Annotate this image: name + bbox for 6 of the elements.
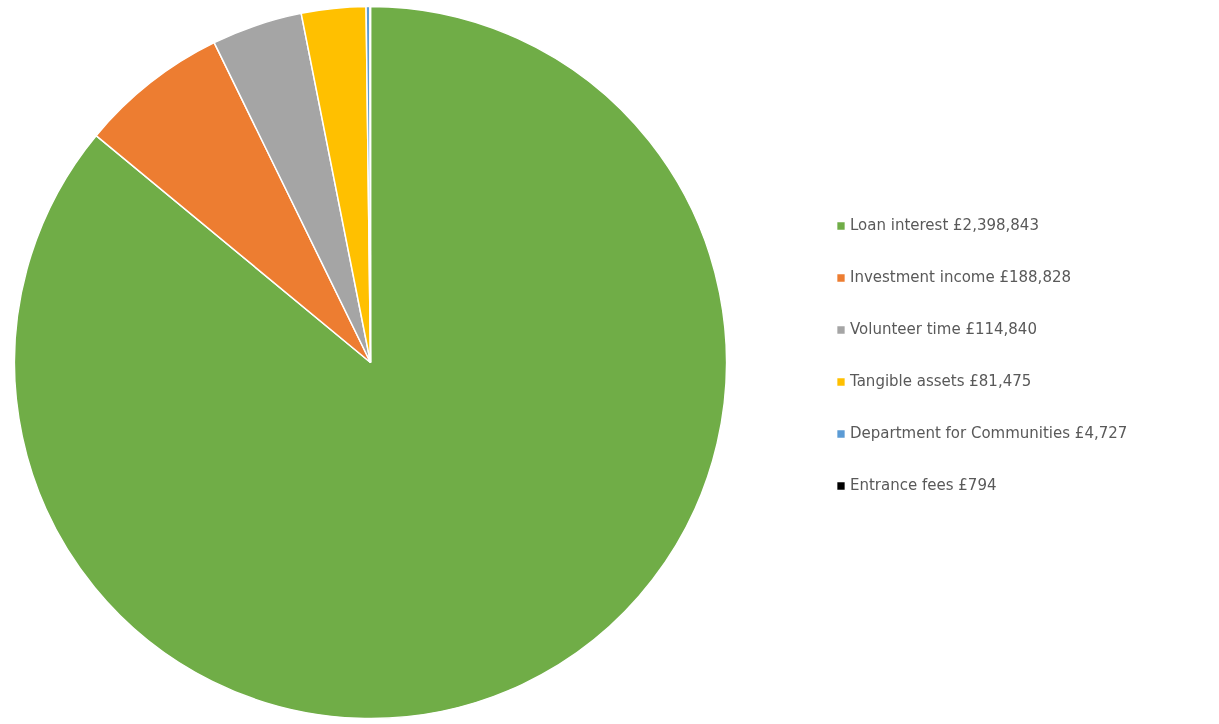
- legend-label: Investment income £188,828: [850, 268, 1072, 286]
- legend-label: Department for Communities £4,727: [850, 424, 1128, 442]
- legend-label: Entrance fees £794: [850, 476, 997, 494]
- legend-label: Loan interest £2,398,843: [850, 216, 1039, 234]
- legend-label: Tangible assets £81,475: [850, 372, 1032, 390]
- legend-label: Volunteer time £114,840: [850, 320, 1037, 338]
